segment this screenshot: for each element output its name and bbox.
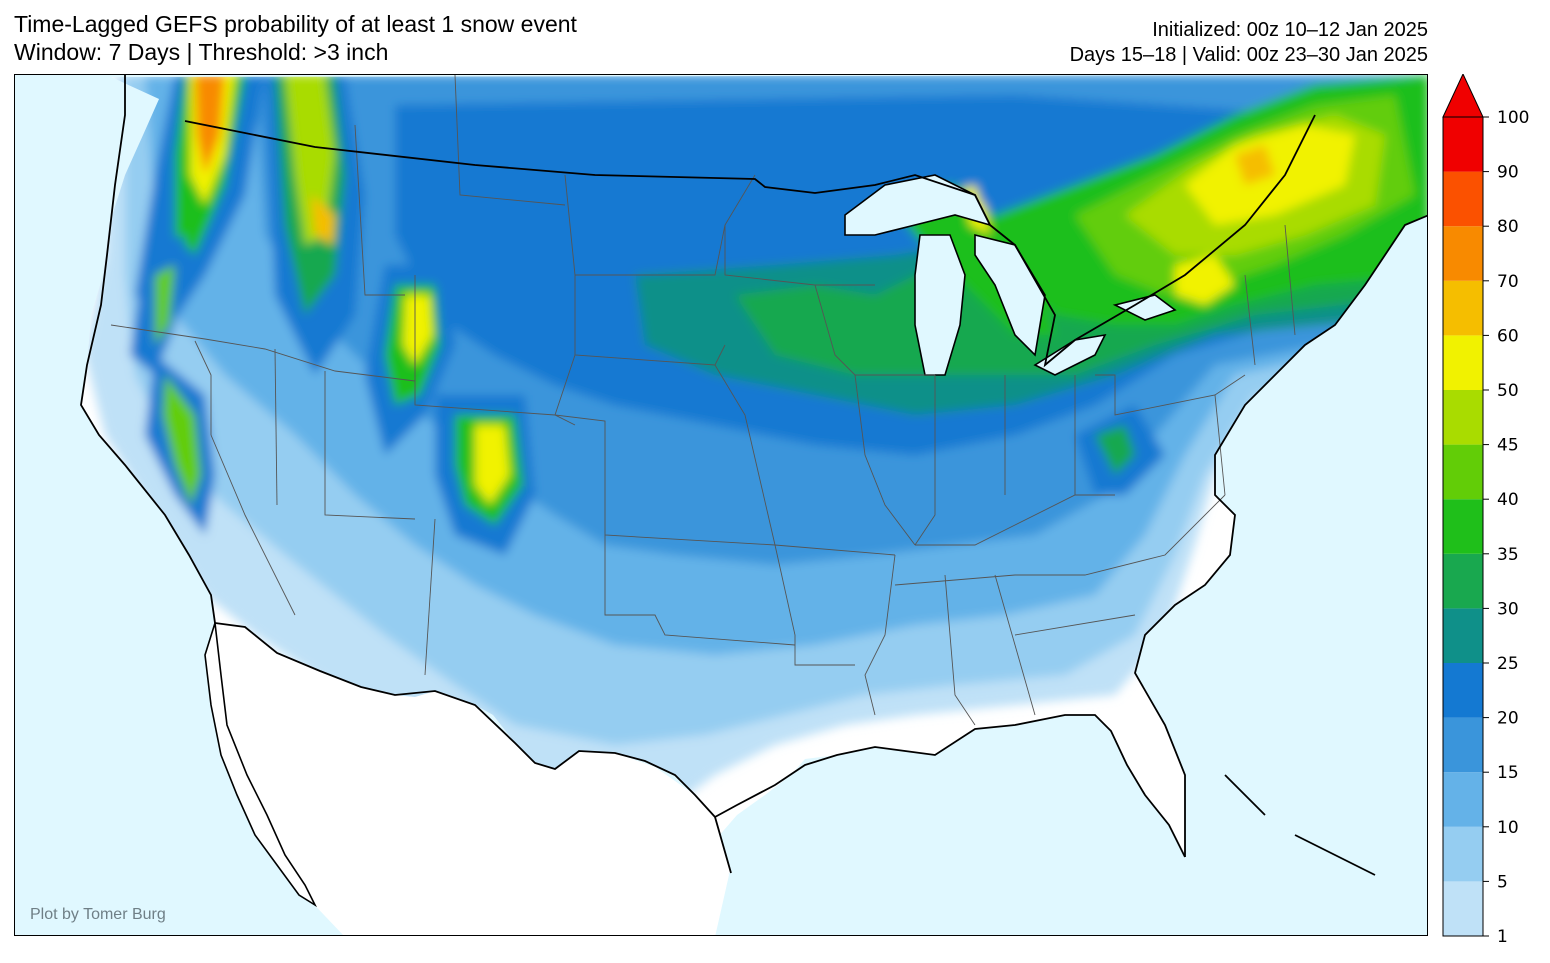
colorbar-box-30 bbox=[1443, 553, 1483, 609]
colorbar-outline bbox=[1442, 116, 1484, 937]
colorbar-box-10 bbox=[1443, 772, 1483, 827]
map-canvas bbox=[15, 75, 1427, 935]
colorbar-label-15: 15 bbox=[1497, 763, 1519, 783]
colorbar-label-80: 80 bbox=[1497, 217, 1519, 237]
init-valid-info: Initialized: 00z 10–12 Jan 2025 Days 15–… bbox=[1070, 18, 1428, 68]
colorbar-box-40 bbox=[1443, 444, 1483, 500]
colorbar-label-60: 60 bbox=[1497, 326, 1519, 346]
colorbar-box-50 bbox=[1443, 335, 1483, 390]
colorbar-box-70 bbox=[1443, 226, 1483, 281]
probability-shading bbox=[85, 75, 1427, 875]
colorbar-label-35: 35 bbox=[1497, 545, 1519, 565]
colorbar-label-20: 20 bbox=[1497, 709, 1519, 729]
baja-peninsula bbox=[204, 622, 317, 908]
colorbar-box-15 bbox=[1443, 717, 1483, 773]
valid-text: Days 15–18 | Valid: 00z 23–30 Jan 2025 bbox=[1069, 44, 1428, 66]
initialized-text: Initialized: 00z 10–12 Jan 2025 bbox=[1152, 19, 1428, 41]
colorbar-label-70: 70 bbox=[1497, 272, 1519, 292]
colorbar-extend-triangle bbox=[1442, 74, 1484, 118]
probability-map bbox=[14, 74, 1428, 936]
great-lakes bbox=[844, 174, 1177, 376]
map-title: Time-Lagged GEFS probability of at least… bbox=[14, 10, 577, 66]
colorbar-label-10: 10 bbox=[1497, 818, 1519, 838]
title-line-1: Time-Lagged GEFS probability of at least… bbox=[14, 11, 577, 37]
colorbar-box-20 bbox=[1443, 663, 1483, 718]
colorbar-label-90: 90 bbox=[1497, 163, 1519, 183]
colorbar-box-60 bbox=[1443, 280, 1483, 336]
colorbar-label-1: 1 bbox=[1497, 927, 1508, 944]
colorbar-box-25 bbox=[1443, 608, 1483, 663]
colorbar-label-25: 25 bbox=[1497, 654, 1519, 674]
state-boundaries bbox=[110, 75, 1296, 726]
colorbar-box-45 bbox=[1443, 390, 1483, 445]
mexico-land bbox=[211, 623, 729, 935]
colorbar-label-50: 50 bbox=[1497, 381, 1519, 401]
colorbar-box-90 bbox=[1443, 117, 1483, 172]
colorbar-box-80 bbox=[1443, 171, 1483, 227]
colorbar-label-5: 5 bbox=[1497, 872, 1508, 892]
title-line-2: Window: 7 Days | Threshold: >3 inch bbox=[14, 39, 389, 65]
colorbar-label-30: 30 bbox=[1497, 599, 1519, 619]
colorbar-box-35 bbox=[1443, 499, 1483, 554]
colorbar-label-45: 45 bbox=[1497, 436, 1519, 456]
colorbar-label-40: 40 bbox=[1497, 490, 1519, 510]
plot-credit: Plot by Tomer Burg bbox=[30, 906, 166, 923]
colorbar-box-1 bbox=[1443, 881, 1483, 936]
country-borders bbox=[80, 75, 1427, 876]
colorbar-label-top: 100 bbox=[1497, 108, 1529, 128]
colorbar-box-5 bbox=[1443, 826, 1483, 882]
colorbar-boxes bbox=[1442, 74, 1489, 937]
